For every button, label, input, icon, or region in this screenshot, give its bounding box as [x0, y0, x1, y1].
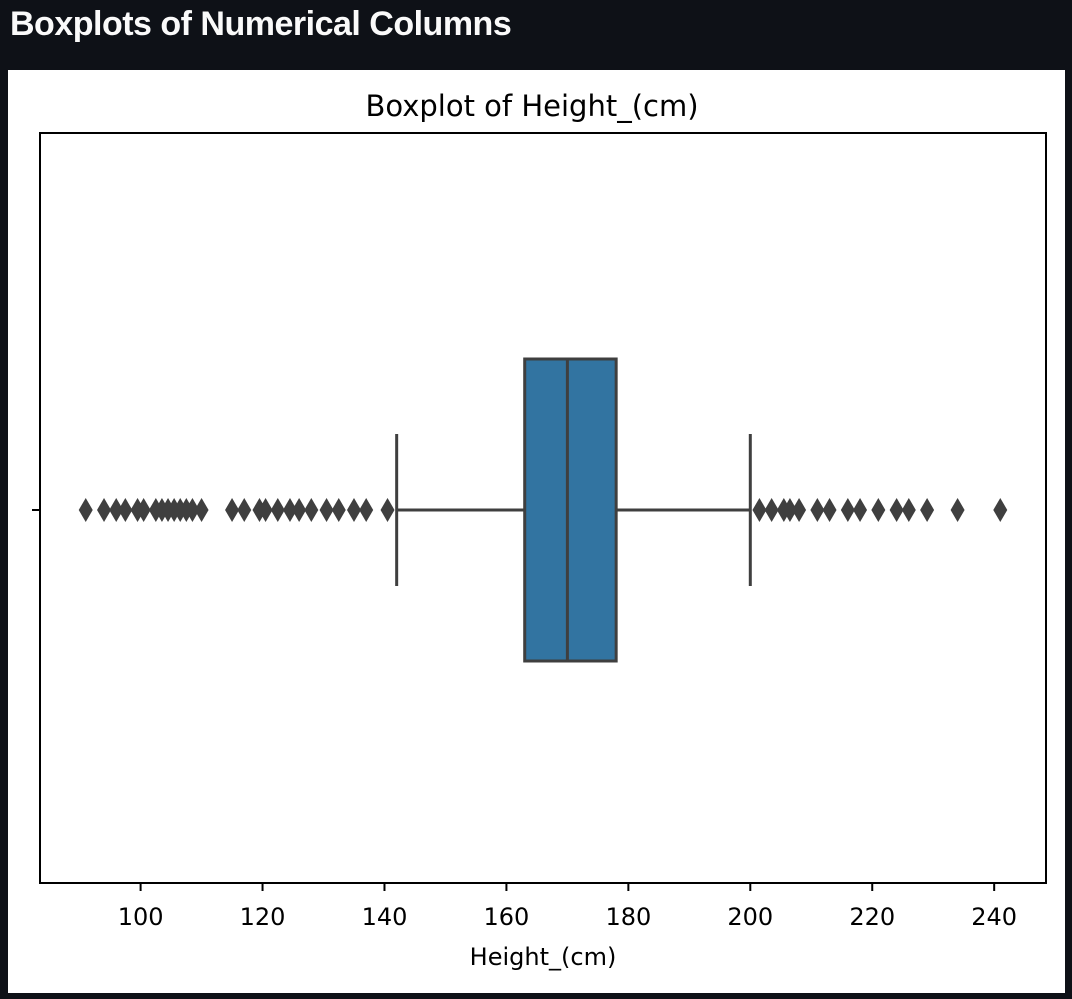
x-tick-label: 140	[362, 903, 408, 931]
outlier-point	[194, 498, 209, 522]
outlier-point	[764, 498, 779, 522]
outlier-point	[810, 498, 825, 522]
x-tick-label: 120	[240, 903, 286, 931]
outlier-point	[840, 498, 855, 522]
outlier-point	[319, 498, 334, 522]
outlier-point	[993, 498, 1008, 522]
outlier-point	[118, 498, 133, 522]
x-axis-label: Height_(cm)	[470, 943, 617, 971]
x-tick-label: 180	[605, 903, 651, 931]
outlier-point	[97, 498, 112, 522]
outlier-point	[853, 498, 868, 522]
outlier-point	[380, 498, 395, 522]
x-tick-label: 160	[484, 903, 530, 931]
outlier-point	[901, 498, 916, 522]
outlier-point	[920, 498, 935, 522]
outlier-point	[270, 498, 285, 522]
outlier-point	[871, 498, 886, 522]
iqr-box	[523, 357, 618, 663]
outlier-point	[792, 498, 807, 522]
outlier-point	[346, 498, 361, 522]
outlier-point	[237, 498, 252, 522]
section-heading: Boxplots of Numerical Columns	[10, 5, 512, 43]
boxplot-chart: Boxplot of Height_(cm) 100 120 140 160 180 20…	[32, 89, 1047, 971]
x-tick-label: 240	[971, 903, 1017, 931]
outlier-point	[109, 498, 124, 522]
outlier-point	[822, 498, 837, 522]
outlier-point	[78, 498, 93, 522]
outlier-point	[292, 498, 307, 522]
outlier-point	[136, 498, 151, 522]
chart-title: Boxplot of Height_(cm)	[365, 89, 698, 123]
outlier-point	[950, 498, 965, 522]
outlier-point	[282, 498, 297, 522]
outlier-point	[225, 498, 240, 522]
outlier-point	[752, 498, 767, 522]
x-tick-label: 100	[118, 903, 164, 931]
outlier-point	[185, 498, 200, 522]
outlier-point	[359, 498, 374, 522]
outlier-point	[258, 498, 273, 522]
x-tick-label: 200	[727, 903, 773, 931]
outlier-point	[782, 498, 797, 522]
outlier-point	[889, 498, 904, 522]
outlier-point	[304, 498, 319, 522]
chart-figure: Boxplot of Height_(cm) 100 120 140 160 180 20…	[8, 70, 1065, 993]
outlier-point	[331, 498, 346, 522]
x-tick-label: 220	[849, 903, 895, 931]
plot-frame	[39, 132, 1047, 884]
